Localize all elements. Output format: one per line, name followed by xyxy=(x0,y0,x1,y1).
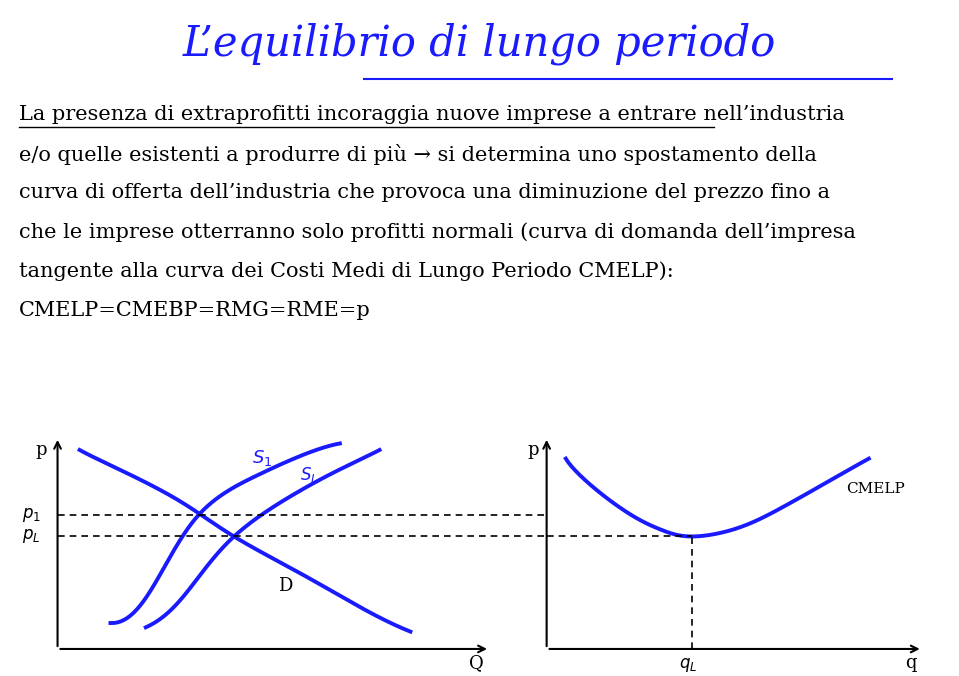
Text: $p_L$: $p_L$ xyxy=(22,527,40,546)
Text: p: p xyxy=(35,441,47,459)
Text: e/o quelle esistenti a produrre di più → si determina uno spostamento della: e/o quelle esistenti a produrre di più →… xyxy=(19,144,817,165)
Text: $p_1$: $p_1$ xyxy=(22,506,41,524)
Text: La presenza di extraprofitti incoraggia nuove imprese a entrare nell’industria: La presenza di extraprofitti incoraggia … xyxy=(19,105,845,124)
Text: D: D xyxy=(278,577,292,595)
Text: $S_1$: $S_1$ xyxy=(251,448,272,468)
Text: curva di offerta dell’industria che provoca una diminuzione del prezzo fino a: curva di offerta dell’industria che prov… xyxy=(19,183,830,202)
Text: $S_L$: $S_L$ xyxy=(300,465,318,485)
Text: p: p xyxy=(527,441,539,459)
Text: CMELP=CMEBP=RMG=RME=p: CMELP=CMEBP=RMG=RME=p xyxy=(19,301,371,320)
Text: L’equilibrio di lungo periodo: L’equilibrio di lungo periodo xyxy=(183,23,776,65)
Text: CMELP: CMELP xyxy=(846,482,904,496)
Text: $q_L$: $q_L$ xyxy=(679,656,698,675)
Text: Q: Q xyxy=(469,654,484,673)
Text: che le imprese otterranno solo profitti normali (curva di domanda dell’impresa: che le imprese otterranno solo profitti … xyxy=(19,222,856,242)
Text: tangente alla curva dei Costi Medi di Lungo Periodo CMELP):: tangente alla curva dei Costi Medi di Lu… xyxy=(19,262,674,281)
Text: q: q xyxy=(905,654,917,673)
